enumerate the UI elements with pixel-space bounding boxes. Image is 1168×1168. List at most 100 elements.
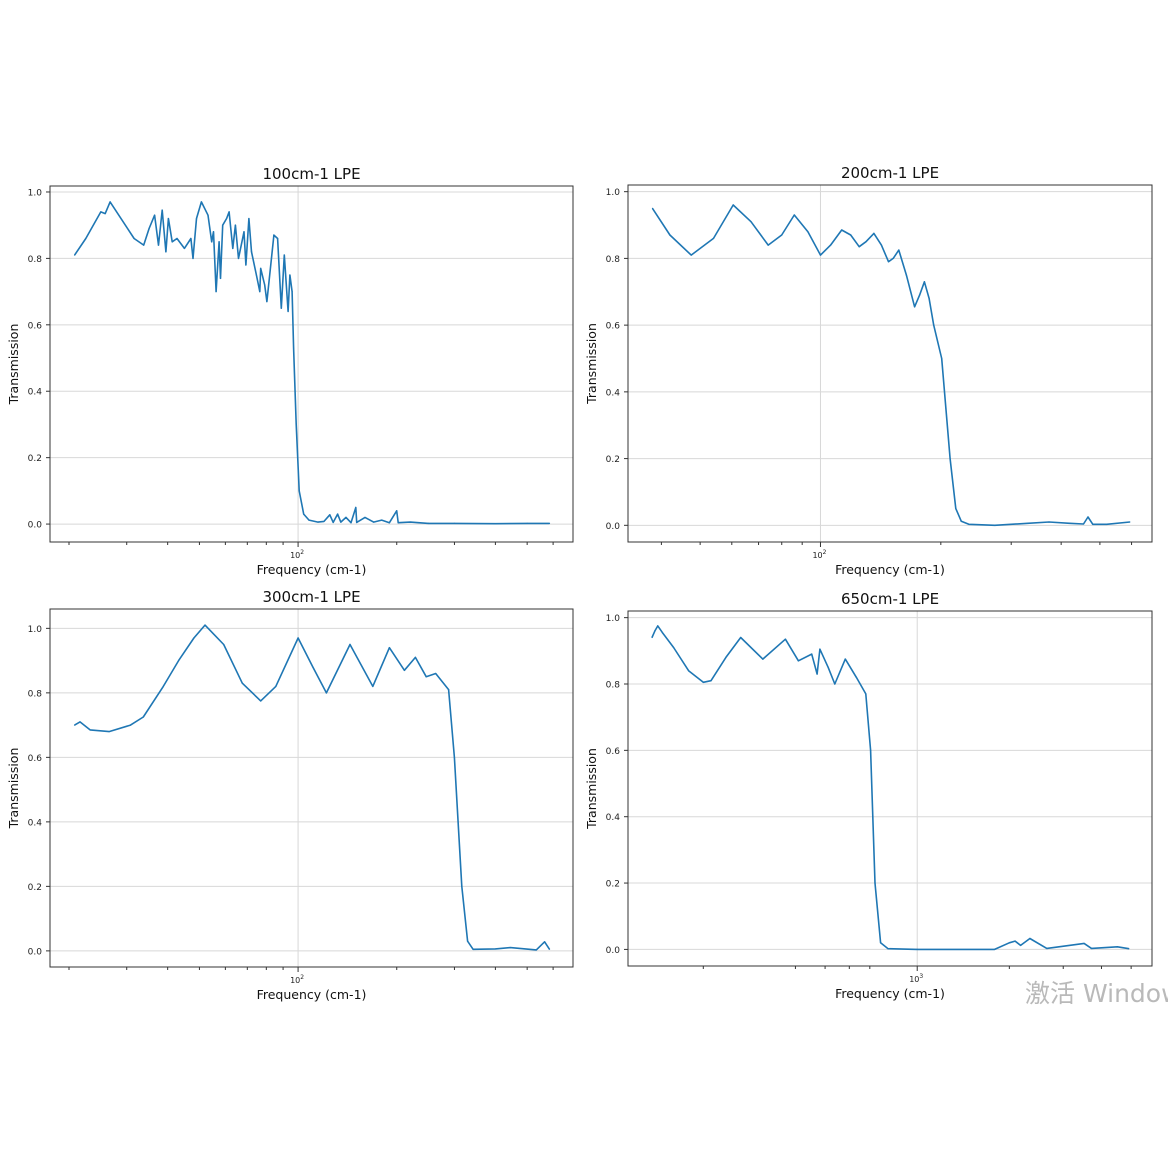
axes-frame: [627, 184, 1153, 543]
data-point: [651, 207, 654, 209]
data-point: [248, 217, 250, 220]
y-tick-label: 0.2: [28, 883, 42, 893]
data-point: [1029, 937, 1031, 940]
data-point: [797, 660, 799, 662]
y-tick-label: 0.2: [606, 880, 620, 890]
data-point: [448, 689, 450, 691]
data-point: [793, 214, 795, 216]
y-tick-label: 0.6: [606, 747, 621, 757]
data-point: [1048, 521, 1050, 523]
data-point: [237, 257, 240, 259]
data-point: [1128, 948, 1130, 950]
data-point: [218, 241, 220, 243]
data-point: [850, 234, 852, 236]
data-point: [892, 257, 894, 260]
data-point: [781, 234, 783, 236]
data-point: [657, 625, 659, 627]
y-tick-label: 0.6: [28, 321, 43, 331]
data-point: [548, 522, 551, 525]
data-point: [154, 214, 156, 216]
data-point: [750, 221, 752, 223]
data-point: [176, 237, 178, 240]
data-point: [865, 241, 867, 243]
data-point: [827, 666, 829, 669]
data-point: [1116, 946, 1119, 948]
y-tick-label: 1.0: [28, 188, 43, 198]
data-point: [228, 211, 230, 213]
data-point: [167, 217, 169, 220]
data-point: [509, 947, 511, 949]
data-point: [195, 217, 198, 220]
data-point: [993, 948, 996, 951]
data-point: [425, 676, 427, 678]
y-tick-label: 0.0: [606, 946, 621, 956]
data-point: [819, 254, 822, 256]
data-point: [673, 646, 675, 649]
data-point: [994, 524, 996, 526]
data-point: [819, 648, 821, 650]
y-tick-label: 0.8: [28, 255, 43, 265]
x-tick-label: 102: [812, 549, 826, 560]
data-point: [767, 244, 769, 246]
data-point: [241, 682, 243, 684]
x-axis-label: Frequency (cm-1): [835, 562, 945, 577]
y-axis-label: Transmission: [6, 748, 21, 830]
data-point: [355, 506, 357, 509]
data-point: [535, 949, 537, 951]
y-tick-label: 0.4: [606, 388, 621, 398]
y-tick-label: 0.8: [606, 255, 621, 265]
data-point: [298, 490, 300, 492]
data-point: [129, 724, 132, 726]
data-point: [1069, 522, 1071, 524]
data-point: [435, 672, 437, 675]
data-point: [427, 522, 430, 525]
data-point: [148, 227, 150, 230]
data-point: [1027, 522, 1029, 524]
data-point: [89, 729, 91, 731]
data-point: [945, 407, 947, 410]
x-tick-exponent: 2: [300, 549, 304, 556]
x-axis-label: Frequency (cm-1): [835, 986, 945, 1001]
data-point: [453, 522, 456, 525]
data-point: [669, 234, 671, 236]
x-tick-label: 102: [290, 549, 304, 560]
data-point: [260, 267, 262, 269]
y-tick-label: 0.8: [28, 689, 43, 699]
y-tick-label: 0.4: [28, 818, 43, 828]
data-point: [388, 522, 391, 524]
data-point: [297, 637, 299, 639]
data-point: [865, 693, 867, 695]
data-point: [312, 666, 314, 668]
y-axis-label: Transmission: [584, 323, 599, 405]
y-tick-label: 0.4: [606, 813, 621, 823]
data-point: [1083, 942, 1085, 945]
transmission-line: [651, 204, 1130, 527]
data-point: [373, 521, 375, 523]
y-tick-label: 1.0: [606, 614, 621, 624]
data-point: [303, 513, 305, 515]
data-point: [396, 510, 398, 512]
y-tick-label: 0.6: [28, 754, 43, 764]
data-point: [325, 692, 327, 694]
data-point: [280, 307, 282, 309]
data-point: [243, 231, 245, 233]
data-point: [905, 274, 907, 276]
data-point: [898, 249, 900, 251]
subplot-title: 300cm-1 LPE: [262, 588, 360, 606]
data-point: [548, 948, 551, 950]
data-point: [740, 636, 742, 639]
data-point: [104, 212, 106, 215]
data-point: [526, 522, 528, 525]
data-point: [340, 521, 342, 523]
data-point: [834, 683, 836, 685]
data-point: [73, 254, 76, 256]
x-tick-base: 10: [909, 975, 919, 984]
data-point: [869, 749, 872, 751]
data-point: [933, 324, 935, 326]
data-point: [79, 721, 81, 723]
data-point: [232, 247, 234, 250]
data-point: [143, 244, 145, 246]
data-point: [336, 513, 339, 515]
y-tick-label: 0.0: [28, 947, 43, 957]
